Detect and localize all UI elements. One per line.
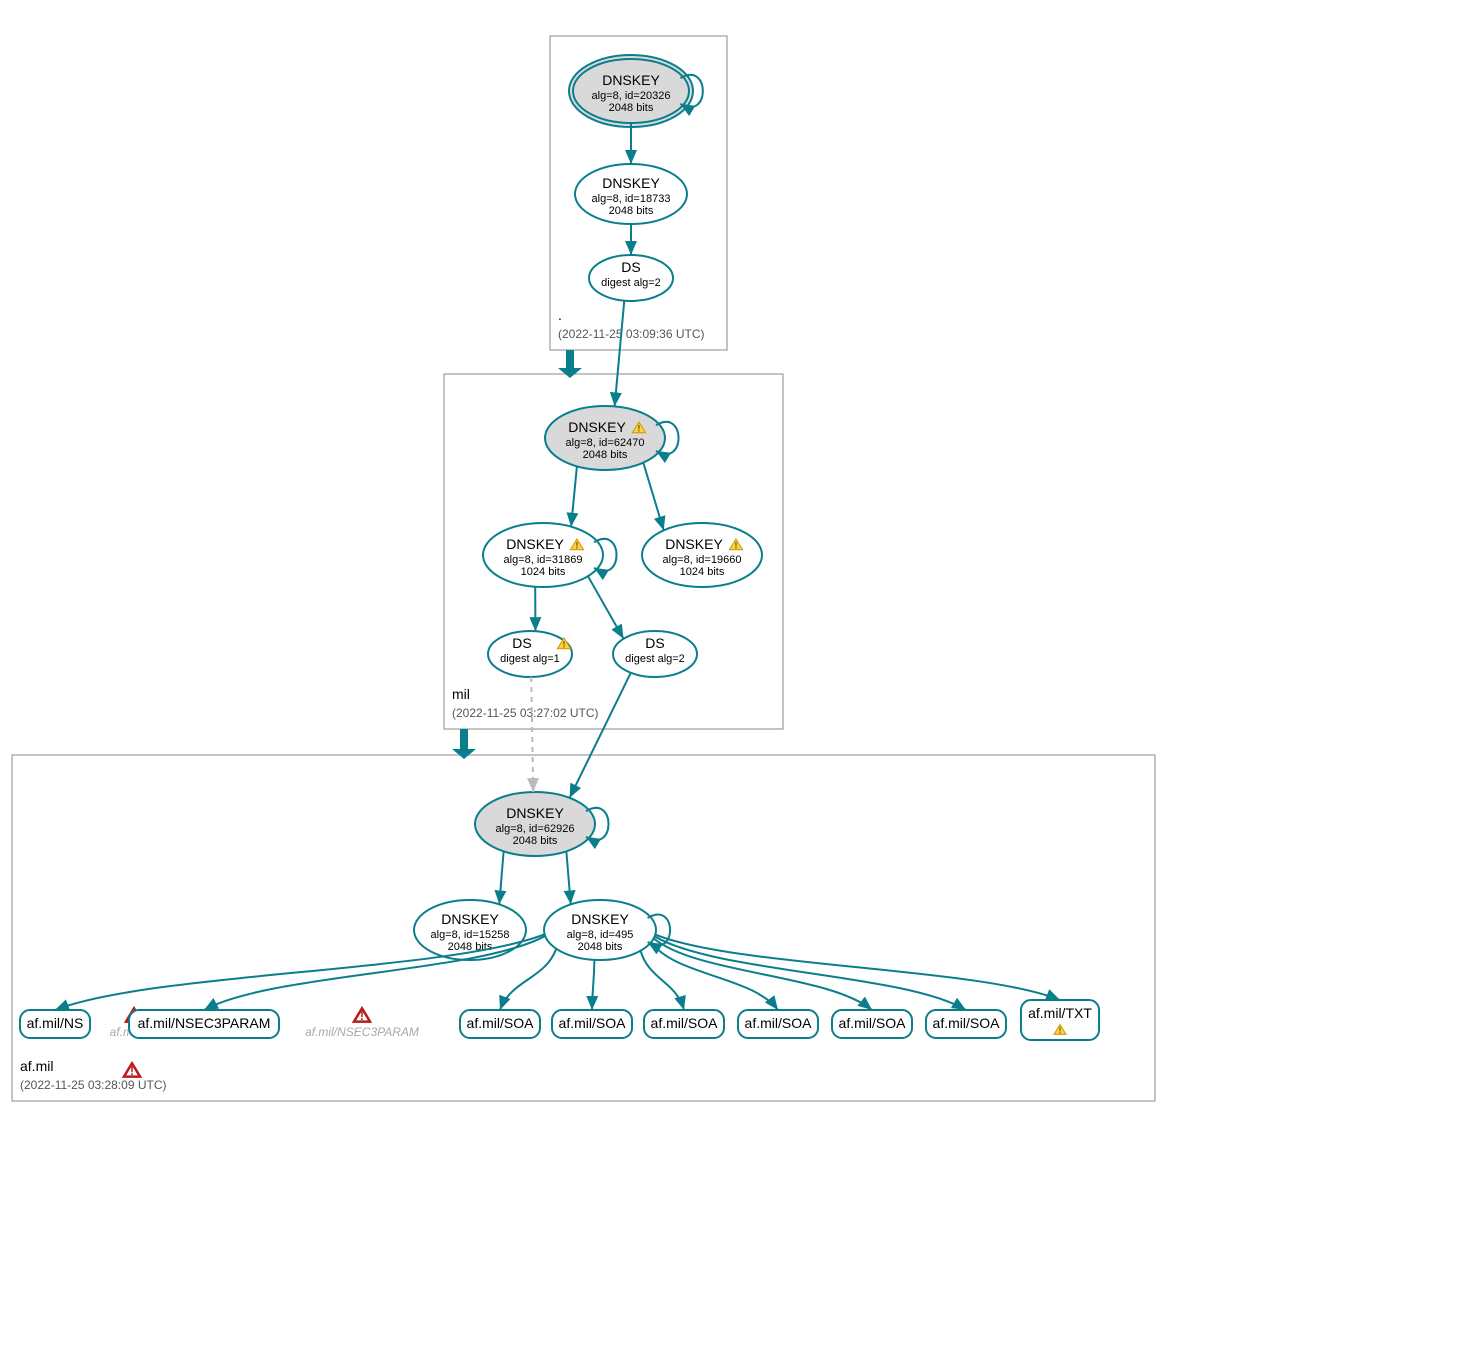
svg-text:af.mil/SOA: af.mil/SOA — [467, 1015, 535, 1031]
svg-text:af.mil/SOA: af.mil/SOA — [651, 1015, 719, 1031]
svg-text:!: ! — [562, 640, 565, 651]
svg-text:DS: DS — [621, 259, 640, 275]
node-m1[interactable]: DNSKEY! alg=8, id=624702048 bits — [545, 406, 665, 470]
svg-text:!: ! — [360, 1009, 364, 1023]
svg-text:!: ! — [734, 541, 737, 552]
zone-label: af.mil — [20, 1058, 53, 1074]
svg-text:digest alg=2: digest alg=2 — [601, 277, 661, 289]
edge — [499, 851, 503, 904]
rr-rr1[interactable]: af.mil/NS — [20, 1010, 90, 1038]
svg-text:alg=8, id=15258: alg=8, id=15258 — [431, 929, 510, 941]
svg-text:DNSKEY: DNSKEY — [571, 911, 629, 927]
svg-text:digest alg=1: digest alg=1 — [500, 653, 560, 665]
svg-text:2048 bits: 2048 bits — [609, 102, 654, 114]
rr-rrg2[interactable]: ! af.mil/NSEC3PARAM — [305, 1008, 419, 1039]
node-m3[interactable]: DNSKEY! alg=8, id=196601024 bits — [642, 523, 762, 587]
node-a3[interactable]: DNSKEY alg=8, id=4952048 bits — [544, 900, 656, 960]
svg-text:DS: DS — [645, 635, 664, 651]
rr-rr4[interactable]: af.mil/SOA — [552, 1010, 632, 1038]
svg-text:2048 bits: 2048 bits — [448, 941, 493, 953]
edge — [570, 673, 631, 798]
svg-text:alg=8, id=18733: alg=8, id=18733 — [592, 193, 671, 205]
svg-text:af.mil/SOA: af.mil/SOA — [559, 1015, 627, 1031]
edge — [566, 851, 570, 904]
svg-text:digest alg=2: digest alg=2 — [625, 653, 685, 665]
zone-time: (2022-11-25 03:28:09 UTC) — [20, 1078, 167, 1092]
svg-text:DNSKEY: DNSKEY — [568, 419, 626, 435]
node-r3[interactable]: DS digest alg=2 — [589, 255, 673, 301]
rr-rr3[interactable]: af.mil/SOA — [460, 1010, 540, 1038]
node-r2[interactable]: DNSKEY alg=8, id=187332048 bits — [575, 164, 687, 224]
rr-edge — [641, 951, 684, 1010]
svg-text:alg=8, id=495: alg=8, id=495 — [567, 929, 634, 941]
rr-rr6[interactable]: af.mil/SOA — [738, 1010, 818, 1038]
zone-time: (2022-11-25 03:27:02 UTC) — [452, 706, 599, 720]
rr-edge — [592, 960, 594, 1010]
edge — [615, 301, 625, 407]
svg-text:DNSKEY: DNSKEY — [665, 536, 723, 552]
zone-time: (2022-11-25 03:09:36 UTC) — [558, 327, 705, 341]
rr-rr9[interactable]: af.mil/TXT! — [1021, 1000, 1099, 1040]
zone-label: mil — [452, 686, 470, 702]
svg-text:alg=8, id=19660: alg=8, id=19660 — [663, 554, 742, 566]
svg-text:1024 bits: 1024 bits — [680, 566, 725, 578]
node-a2[interactable]: DNSKEY alg=8, id=152582048 bits — [414, 900, 526, 960]
rr-edge — [500, 949, 556, 1010]
svg-text:DS: DS — [512, 635, 531, 651]
svg-text:DNSKEY: DNSKEY — [441, 911, 499, 927]
zone-label: . — [558, 307, 562, 323]
svg-text:!: ! — [575, 541, 578, 552]
svg-text:alg=8, id=20326: alg=8, id=20326 — [592, 90, 671, 102]
svg-text:DNSKEY: DNSKEY — [506, 805, 564, 821]
svg-text:!: ! — [1059, 1025, 1062, 1035]
edge — [531, 677, 533, 792]
rr-rr8[interactable]: af.mil/SOA — [926, 1010, 1006, 1038]
node-m4[interactable]: DS!digest alg=1 — [488, 631, 572, 677]
node-a1[interactable]: DNSKEY alg=8, id=629262048 bits — [475, 792, 595, 856]
rr-edge — [655, 935, 1060, 1000]
svg-text:2048 bits: 2048 bits — [583, 449, 628, 461]
svg-text:af.mil/NSEC3PARAM: af.mil/NSEC3PARAM — [305, 1025, 419, 1039]
svg-text:2048 bits: 2048 bits — [513, 835, 558, 847]
svg-text:alg=8, id=62470: alg=8, id=62470 — [566, 437, 645, 449]
svg-text:1024 bits: 1024 bits — [521, 566, 566, 578]
svg-text:DNSKEY: DNSKEY — [602, 175, 660, 191]
svg-text:2048 bits: 2048 bits — [578, 941, 623, 953]
svg-text:af.mil/NSEC3PARAM: af.mil/NSEC3PARAM — [138, 1015, 271, 1031]
rr-edge — [651, 942, 778, 1010]
rr-rr2[interactable]: af.mil/NSEC3PARAM — [129, 1010, 279, 1038]
svg-text:af.mil/SOA: af.mil/SOA — [933, 1015, 1001, 1031]
svg-text:2048 bits: 2048 bits — [609, 205, 654, 217]
svg-text:af.mil/TXT: af.mil/TXT — [1028, 1005, 1092, 1021]
rr-rr7[interactable]: af.mil/SOA — [832, 1010, 912, 1038]
svg-text:af.mil/SOA: af.mil/SOA — [839, 1015, 907, 1031]
svg-text:!: ! — [637, 424, 640, 435]
svg-text:alg=8, id=62926: alg=8, id=62926 — [496, 823, 575, 835]
edge — [588, 576, 624, 639]
node-m5[interactable]: DS digest alg=2 — [613, 631, 697, 677]
svg-text:alg=8, id=31869: alg=8, id=31869 — [504, 554, 583, 566]
node-m2[interactable]: DNSKEY! alg=8, id=318691024 bits — [483, 523, 603, 587]
svg-text:DNSKEY: DNSKEY — [506, 536, 564, 552]
svg-text:!: ! — [130, 1064, 134, 1078]
svg-text:af.mil/NS: af.mil/NS — [27, 1015, 84, 1031]
node-r1[interactable]: DNSKEY alg=8, id=203262048 bits — [569, 55, 693, 127]
svg-text:DNSKEY: DNSKEY — [602, 72, 660, 88]
edge — [643, 463, 663, 531]
edge — [571, 466, 577, 526]
svg-text:af.mil/SOA: af.mil/SOA — [745, 1015, 813, 1031]
rr-rr5[interactable]: af.mil/SOA — [644, 1010, 724, 1038]
